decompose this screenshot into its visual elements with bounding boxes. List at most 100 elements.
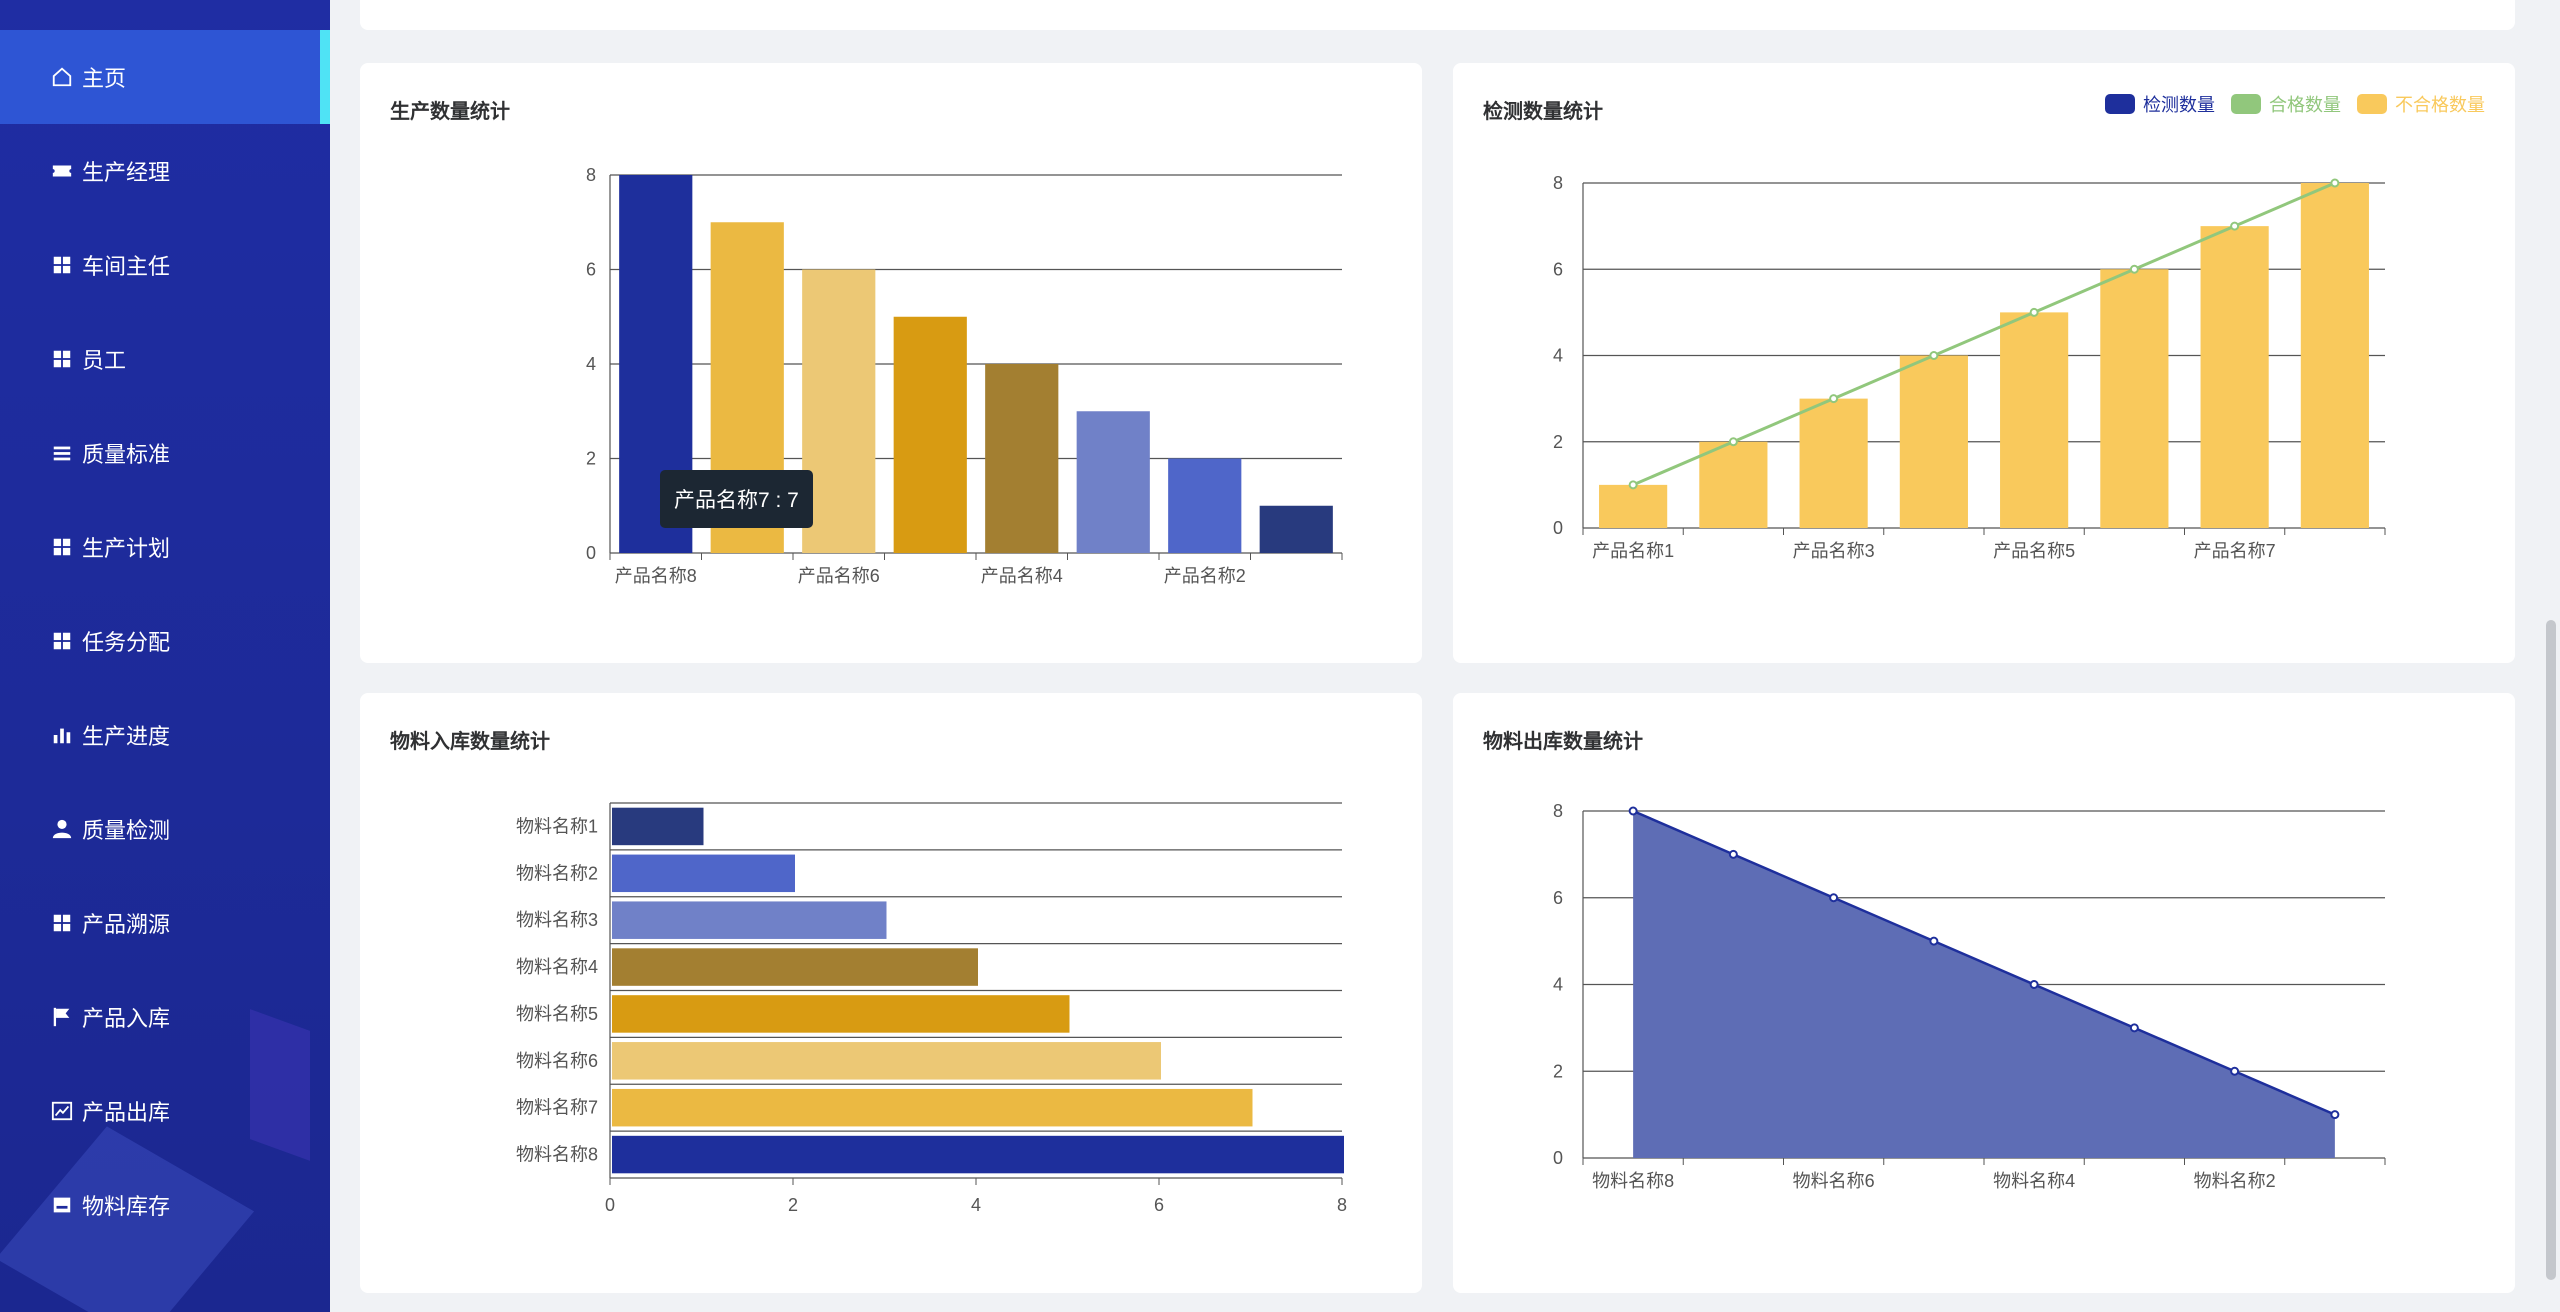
- bar-6: [1076, 411, 1150, 553]
- bar-6: [612, 1042, 1161, 1080]
- bar-unqualified-8: [2300, 183, 2369, 528]
- x-tick-label: 产品名称2: [1164, 566, 1246, 586]
- x-tick-label: 产品名称5: [1993, 541, 2075, 561]
- line-point-4: [1929, 936, 1939, 946]
- y-tick-label: 0: [1553, 518, 1563, 538]
- material-out-stats-card: 物料出库数量统计 0 2 4 6 8 物料名称8 物料名称6 物料名称4 物料名称2: [1453, 693, 2515, 1293]
- grid-icon: [50, 911, 74, 935]
- bar-1: [612, 807, 704, 846]
- sidebar-item-5[interactable]: 质量标准: [0, 406, 330, 500]
- grid-icon: [50, 629, 74, 653]
- qualified-line: [1632, 181, 2336, 487]
- x-tick-label: 产品名称7: [2194, 541, 2276, 561]
- legend-label: 不合格数量: [2395, 95, 2485, 115]
- bar-unqualified-2: [1699, 441, 1768, 528]
- sidebar-item-6[interactable]: 生产计划: [0, 500, 330, 594]
- sidebar-item-10[interactable]: 产品溯源: [0, 876, 330, 970]
- line-chart-icon: [50, 1099, 74, 1123]
- list-icon: [50, 441, 74, 465]
- sidebar-menu: 主页生产经理车间主任 员工 质量标准 生产计划任务分配生产进度质量检测 产品溯源产品入库…: [0, 30, 330, 1252]
- bar-unqualified-1: [1599, 484, 1668, 528]
- y-tick-label: 物料名称1: [516, 816, 598, 836]
- y-tick-label: 6: [586, 260, 596, 280]
- y-tick-label: 8: [1553, 801, 1563, 821]
- y-tick-label: 0: [1553, 1148, 1563, 1168]
- bar-4: [612, 948, 978, 986]
- x-tick-label: 2: [788, 1195, 798, 1215]
- x-tick-label: 物料名称4: [1993, 1171, 2075, 1191]
- sidebar-item-label: 生产进度: [82, 724, 171, 749]
- y-tick-label: 物料名称3: [516, 910, 598, 930]
- legend-swatch: [2357, 94, 2387, 114]
- y-tick-label: 物料名称8: [516, 1145, 598, 1165]
- bar-7: [612, 1088, 1253, 1127]
- line-point-2: [1728, 849, 1738, 859]
- grid-icon: [50, 347, 74, 371]
- y-tick-label: 6: [1553, 888, 1563, 908]
- y-tick-label: 4: [1553, 346, 1563, 366]
- x-tick-label: 产品名称1: [1592, 541, 1674, 561]
- home-icon: [50, 65, 74, 89]
- sidebar-item-9[interactable]: 质量检测: [0, 782, 330, 876]
- bar-3: [612, 901, 887, 939]
- production-bar-chart: 0 2 4 6 8 产品名称8 产品名称6 产品名称4 产品名称2: [586, 165, 1343, 586]
- y-tick-label: 4: [1553, 975, 1563, 995]
- line-point-5: [2029, 307, 2039, 317]
- line-point-7: [2230, 1066, 2240, 1076]
- line-point-4: [1929, 351, 1939, 360]
- sidebar-item-3[interactable]: 车间主任: [0, 218, 330, 312]
- bar-unqualified-4: [1899, 355, 1968, 528]
- sidebar-item-13[interactable]: 物料库存: [0, 1158, 330, 1252]
- material-in-hbar-chart: 物料名称1 物料名称2 物料名称3 物料名称4 物料名称5 物料名称6 物料名称7 物料名称8…: [516, 802, 1347, 1215]
- sidebar-item-2[interactable]: 生产经理: [0, 124, 330, 218]
- sidebar-item-label: 产品入库: [82, 1006, 171, 1031]
- sidebar-item-7[interactable]: 任务分配: [0, 594, 330, 688]
- area-fill: [1633, 811, 2335, 1158]
- card-title: 物料入库数量统计: [390, 731, 550, 753]
- sidebar-item-label: 主页: [82, 66, 127, 91]
- y-tick-label: 2: [586, 449, 596, 469]
- legend-label: 检测数量: [2143, 95, 2215, 115]
- x-tick-label: 产品名称6: [798, 566, 880, 586]
- x-tick-label: 产品名称8: [615, 566, 697, 586]
- line-point-8: [2330, 178, 2340, 188]
- grid-icon: [50, 253, 74, 277]
- sidebar-item-label: 生产经理: [82, 160, 171, 185]
- line-point-2: [1728, 437, 1738, 447]
- sidebar-item-4[interactable]: 员工: [0, 312, 330, 406]
- line-point-1: [1628, 806, 1638, 816]
- legend-item-unqualified[interactable]: 不合格数量: [2357, 91, 2485, 117]
- card-title: 物料出库数量统计: [1483, 731, 1643, 753]
- sidebar-item-1[interactable]: 主页: [0, 30, 330, 124]
- y-tick-label: 8: [1553, 173, 1563, 193]
- sidebar-item-8[interactable]: 生产进度: [0, 688, 330, 782]
- line-point-7: [2230, 221, 2240, 231]
- x-tick-label: 8: [1337, 1195, 1347, 1215]
- sidebar-item-label: 任务分配: [82, 630, 171, 655]
- sidebar-item-12[interactable]: 产品出库: [0, 1064, 330, 1158]
- y-tick-label: 4: [586, 354, 596, 374]
- y-tick-label: 物料名称7: [516, 1098, 598, 1118]
- bar-5: [985, 364, 1059, 553]
- page-scrollbar[interactable]: [2546, 620, 2556, 1280]
- user-icon: [50, 817, 74, 841]
- legend-swatch: [2231, 94, 2261, 114]
- bar-7: [1168, 458, 1242, 553]
- legend-item-inspected[interactable]: 检测数量: [2105, 91, 2215, 117]
- bar-5: [612, 995, 1070, 1033]
- y-tick-label: 0: [586, 543, 596, 563]
- area-line: [1632, 809, 2336, 1116]
- line-point-1: [1628, 480, 1638, 490]
- x-tick-label: 4: [971, 1195, 981, 1215]
- flag-icon: [50, 1005, 74, 1029]
- card-title: 检测数量统计: [1483, 101, 1603, 123]
- production-stats-card: 生产数量统计 0 2 4 6 8 产品名称8 产品名称6 产品名称4 产品名称2 产品名称7 :…: [360, 63, 1422, 663]
- x-tick-label: 物料名称8: [1592, 1171, 1674, 1191]
- bar-unqualified-5: [2000, 312, 2069, 528]
- material-in-stats-card: 物料入库数量统计 物料名称1 物料名称2 物料名称3 物料名称4 物料名称5 物料名称6 物…: [360, 693, 1422, 1293]
- legend-item-qualified[interactable]: 合格数量: [2231, 91, 2341, 117]
- line-point-6: [2129, 264, 2139, 274]
- y-tick-label: 物料名称4: [516, 957, 598, 977]
- sidebar-item-11[interactable]: 产品入库: [0, 970, 330, 1064]
- chart-legend: 检测数量 合格数量 不合格数量: [2105, 91, 2485, 117]
